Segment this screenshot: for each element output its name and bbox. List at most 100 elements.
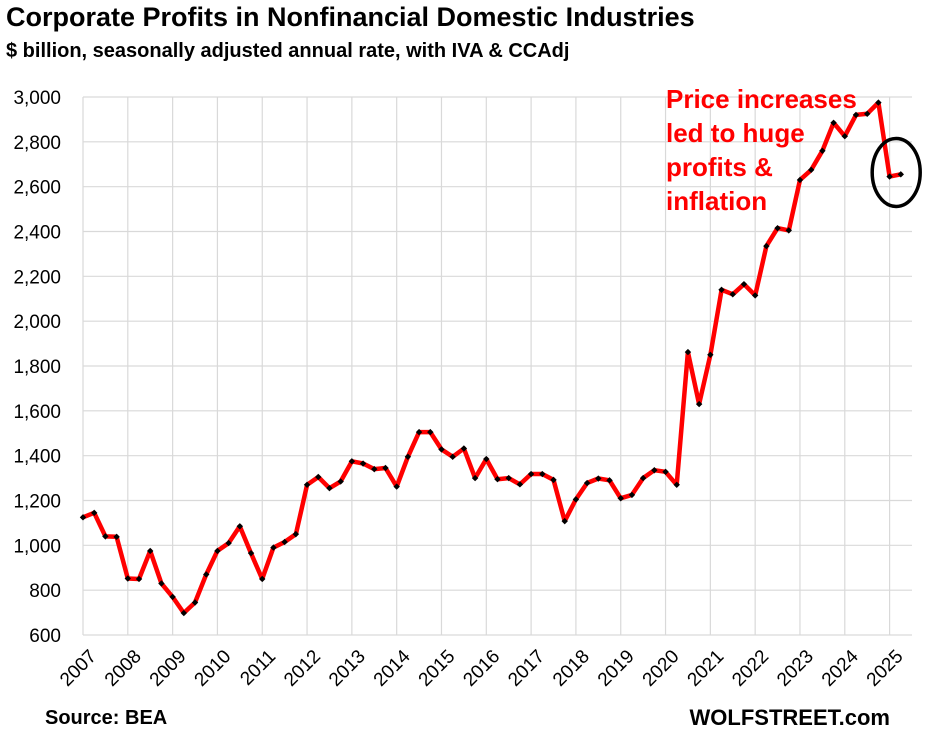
data-point [303, 481, 311, 489]
y-tick-label: 2,000 [13, 312, 61, 333]
x-tick-label: 2025 [863, 646, 908, 691]
y-tick-label: 2,200 [13, 267, 61, 288]
x-tick-label: 2017 [504, 646, 549, 691]
data-point [79, 514, 87, 521]
data-point [460, 445, 468, 452]
data-point [830, 119, 837, 126]
brand-label: WOLFSTREET.com [689, 705, 890, 730]
data-point [505, 474, 512, 482]
data-point [348, 458, 356, 465]
data-point [225, 539, 232, 547]
data-point [281, 538, 288, 546]
data-point [886, 173, 893, 180]
data-point [572, 496, 580, 503]
x-tick-label: 2021 [684, 646, 729, 691]
data-point [651, 467, 658, 474]
x-tick-label: 2020 [639, 646, 684, 691]
data-point [841, 133, 848, 140]
data-point [203, 571, 210, 578]
data-point [247, 549, 255, 557]
data-point [214, 547, 221, 555]
data-point [102, 533, 109, 540]
x-tick-label: 2007 [56, 646, 101, 691]
data-point [807, 166, 815, 174]
data-point [337, 478, 344, 485]
y-axis-tick-labels: 600 800 1,000 1,200 1,400 1,600 1,800 2,000 2,20… [13, 88, 61, 647]
data-point [695, 400, 703, 408]
data-point [326, 484, 333, 492]
x-tick-label: 2014 [370, 646, 415, 691]
y-tick-label: 2,600 [13, 178, 61, 199]
y-tick-label: 1,400 [13, 447, 61, 468]
data-point [729, 291, 736, 298]
data-point [415, 428, 423, 436]
data-point [438, 446, 445, 453]
data-point [359, 460, 367, 467]
highlight-group [870, 136, 922, 209]
x-tick-label: 2015 [415, 646, 460, 691]
data-point [180, 609, 188, 617]
data-point [91, 509, 98, 517]
data-point [516, 481, 524, 488]
y-tick-label: 3,000 [13, 88, 61, 109]
data-point [471, 474, 479, 482]
x-tick-label: 2013 [325, 646, 370, 691]
data-point [707, 351, 714, 358]
data-point [135, 575, 143, 583]
data-point [113, 533, 120, 541]
data-point [404, 453, 412, 460]
data-point [259, 575, 266, 583]
chart-annotation: Price increases led to huge profits & in… [666, 84, 857, 216]
x-tick-label: 2024 [818, 646, 863, 691]
data-point [292, 530, 300, 538]
data-point [718, 286, 725, 293]
x-tick-label: 2008 [101, 646, 146, 691]
x-tick-label: 2010 [191, 646, 236, 691]
data-point [819, 147, 826, 154]
data-point [639, 474, 647, 482]
data-point [763, 242, 770, 250]
data-point [583, 479, 591, 487]
y-tick-label: 2,400 [13, 223, 61, 244]
x-tick-label: 2016 [459, 646, 504, 691]
highlight-circle [870, 136, 922, 209]
data-point [740, 280, 748, 288]
data-point [191, 599, 199, 606]
x-tick-label: 2012 [280, 646, 325, 691]
data-point [550, 476, 557, 484]
data-point [527, 470, 535, 478]
data-point [662, 468, 669, 476]
y-tick-label: 1,800 [13, 357, 61, 378]
data-point [774, 224, 781, 232]
chart-subtitle: $ billion, seasonally adjusted annual ra… [6, 40, 570, 62]
data-point [897, 171, 904, 178]
data-point [751, 292, 759, 299]
data-point [483, 455, 490, 463]
data-point [147, 547, 154, 555]
data-point [382, 464, 389, 472]
data-point [785, 227, 792, 234]
data-point [315, 473, 322, 481]
x-tick-label: 2011 [236, 646, 280, 690]
data-point [494, 476, 501, 483]
data-point [539, 470, 546, 478]
data-point [628, 491, 636, 499]
source-note: Source: BEA [45, 707, 168, 729]
data-point [561, 517, 568, 525]
x-tick-label: 2009 [146, 646, 191, 691]
data-point [393, 483, 400, 490]
data-point [158, 580, 165, 587]
data-point [371, 465, 378, 473]
x-tick-label: 2022 [728, 646, 773, 691]
data-point [673, 481, 680, 489]
data-point [449, 453, 456, 460]
data-point [270, 544, 277, 551]
y-tick-label: 1,600 [13, 402, 61, 423]
data-point [875, 99, 882, 106]
data-point [427, 428, 434, 436]
y-tick-label: 600 [29, 626, 61, 647]
x-axis-tick-labels: 2007 2008 2009 2010 2011 2012 2013 2014 2015 2016… [56, 646, 907, 691]
gridlines [82, 96, 912, 636]
data-point [796, 176, 804, 184]
chart-title: Corporate Profits in Nonfinancial Domest… [6, 2, 695, 32]
